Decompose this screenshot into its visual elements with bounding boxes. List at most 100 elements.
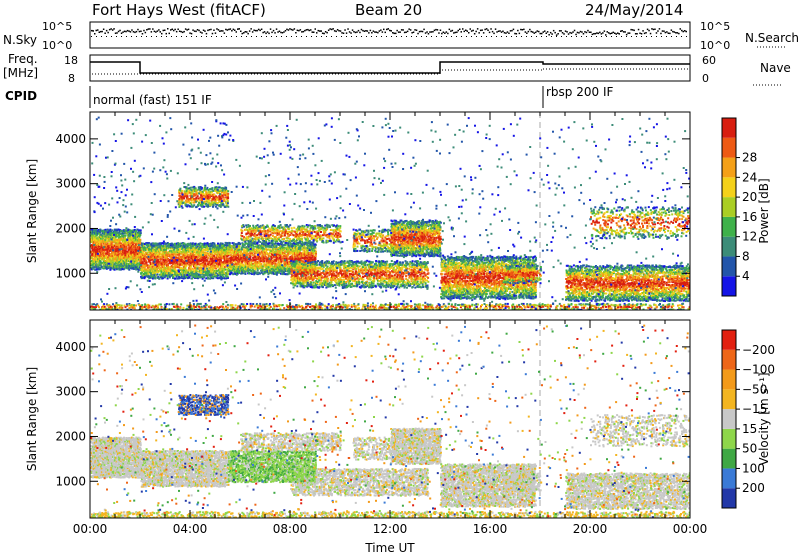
power-data-cell: [151, 275, 154, 278]
power-data-cell: [262, 265, 265, 268]
power-data-cell: [257, 249, 259, 252]
power-data-cell: [138, 245, 141, 248]
nsearch-point: [156, 36, 157, 37]
power-data-cell: [141, 242, 143, 245]
power-data-cell: [166, 255, 169, 258]
power-data-cell: [166, 266, 169, 269]
power-data-cell: [137, 268, 140, 271]
power-data-cell: [154, 275, 157, 278]
nsky-point: [153, 30, 156, 33]
power-data-cell: [219, 199, 222, 202]
nsky-point: [180, 30, 182, 33]
power-data-cell: [149, 261, 152, 264]
power-data-cell: [155, 271, 158, 274]
power-data-cell: [211, 273, 214, 276]
power-data-cell: [211, 253, 214, 256]
power-data-cell: [121, 235, 124, 238]
power-data-cell: [253, 267, 256, 270]
power-data-cell: [183, 264, 186, 267]
power-data-cell: [125, 247, 127, 250]
power-data-cell: [231, 242, 234, 245]
power-data-cell: [95, 244, 98, 247]
nsky-point: [442, 31, 445, 33]
power-data-cell: [162, 269, 164, 272]
power-data-cell: [123, 251, 126, 254]
power-data-cell: [249, 272, 252, 275]
nsky-point: [170, 29, 172, 31]
power-data-cell: [149, 250, 152, 253]
nsky-point: [308, 29, 310, 32]
nsky-point: [672, 30, 674, 33]
nsky-point: [396, 29, 398, 32]
nsky-point: [587, 29, 589, 32]
power-data-cell: [170, 274, 173, 277]
nsky-point: [576, 31, 579, 34]
power-data-cell: [248, 259, 251, 262]
power-data-cell: [195, 276, 198, 279]
power-data-cell: [237, 259, 240, 262]
power-data-cell: [141, 274, 144, 277]
power-data-cell: [217, 242, 219, 245]
power-data-cell: [142, 252, 145, 255]
nsky-point: [669, 32, 671, 35]
power-data-cell: [194, 274, 197, 277]
power-data-cell: [220, 270, 223, 273]
power-data-cell: [175, 242, 178, 245]
power-data-cell: [139, 230, 142, 233]
power-data-cell: [233, 259, 235, 262]
power-data-cell: [250, 252, 252, 255]
nsky-point: [377, 31, 379, 34]
nsearch-point: [381, 36, 382, 37]
power-data-cell: [229, 247, 232, 250]
power-data-cell: [108, 230, 111, 233]
power-data-cell: [216, 192, 219, 195]
power-data-cell: [210, 191, 213, 194]
nsky-point: [293, 28, 296, 30]
power-data-cell: [125, 262, 128, 265]
power-data-cell: [128, 245, 131, 248]
power-data-cell: [221, 251, 224, 254]
power-data-cell: [238, 250, 241, 253]
power-data-cell: [224, 268, 227, 271]
power-data-cell: [152, 250, 155, 253]
power-data-cell: [230, 245, 233, 247]
nsky-point: [470, 30, 473, 32]
power-data-cell: [260, 263, 263, 266]
power-data-cell: [114, 232, 117, 235]
power-data-cell: [173, 248, 176, 251]
nsky-point: [184, 28, 187, 30]
power-data-cell: [256, 262, 259, 264]
nsky-point: [581, 31, 583, 33]
power-data-cell: [160, 256, 163, 259]
power-data-cell: [191, 197, 194, 200]
power-data-cell: [126, 241, 129, 244]
power-data-cell: [211, 187, 214, 190]
nsky-point: [445, 31, 448, 33]
power-data-cell: [112, 232, 115, 235]
power-data-cell: [99, 237, 102, 240]
nsky-point: [412, 31, 415, 33]
power-data-cell: [216, 269, 219, 272]
power-data-cell: [248, 266, 251, 269]
power-data-cell: [141, 271, 144, 274]
power-data-cell: [91, 260, 94, 262]
power-data-cell: [98, 261, 101, 264]
power-data-cell: [179, 276, 182, 279]
power-data-cell: [148, 259, 151, 262]
nsky-point: [383, 28, 385, 31]
nsearch-point: [471, 36, 472, 37]
power-data-cell: [210, 262, 213, 265]
power-data-cell: [175, 266, 178, 268]
nsky-point: [132, 31, 135, 33]
power-data-cell: [198, 271, 201, 274]
power-data-cell: [202, 272, 205, 275]
nsky-point: [652, 28, 655, 31]
power-data-cell: [179, 272, 182, 275]
nsky-point: [98, 31, 100, 33]
power-data-cell: [102, 267, 105, 270]
power-data-cell: [140, 262, 143, 265]
power-data-cell: [93, 260, 96, 263]
power-data-cell: [158, 265, 161, 268]
nsky-point: [518, 32, 521, 35]
power-data-cell: [190, 191, 193, 194]
